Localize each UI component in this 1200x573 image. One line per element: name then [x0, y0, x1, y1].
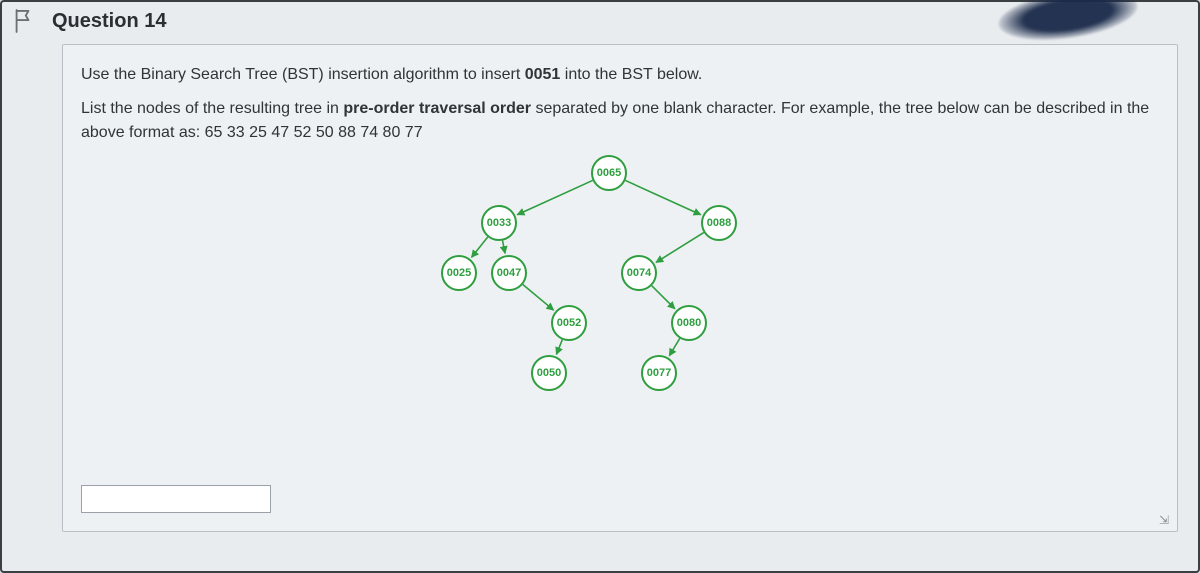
- bst-node: 0065: [591, 155, 627, 191]
- flag-icon[interactable]: [12, 8, 34, 34]
- bst-edges: [81, 155, 1159, 405]
- question-header: Question 14: [2, 2, 1198, 44]
- bst-node: 0080: [671, 305, 707, 341]
- prompt-text: List the nodes of the resulting tree in: [81, 100, 343, 117]
- bst-node: 0033: [481, 205, 517, 241]
- prompt-text: into the BST below.: [560, 66, 702, 83]
- bst-node: 0088: [701, 205, 737, 241]
- bst-node: 0074: [621, 255, 657, 291]
- resize-handle-icon: ⇲: [1159, 513, 1169, 527]
- prompt-line-2: List the nodes of the resulting tree in …: [81, 97, 1159, 145]
- prompt-text: Use the Binary Search Tree (BST) inserti…: [81, 66, 525, 83]
- prompt-insert-value: 0051: [525, 66, 561, 83]
- prompt-traversal-order: pre-order traversal order: [343, 100, 531, 117]
- question-title: Question 14: [52, 10, 166, 33]
- answer-input[interactable]: [81, 485, 271, 513]
- question-text: Use the Binary Search Tree (BST) inserti…: [81, 63, 1159, 145]
- bst-node: 0025: [441, 255, 477, 291]
- bst-diagram: 0065 0033 0088 0025 0047 0074 0052 0080 0050 0077: [81, 155, 1159, 405]
- bst-node: 0047: [491, 255, 527, 291]
- bst-node: 0050: [531, 355, 567, 391]
- question-content-panel: Use the Binary Search Tree (BST) inserti…: [62, 44, 1178, 532]
- prompt-line-1: Use the Binary Search Tree (BST) inserti…: [81, 63, 1159, 87]
- question-page: Question 14 Use the Binary Search Tree (…: [0, 0, 1200, 573]
- bst-node: 0077: [641, 355, 677, 391]
- bst-node: 0052: [551, 305, 587, 341]
